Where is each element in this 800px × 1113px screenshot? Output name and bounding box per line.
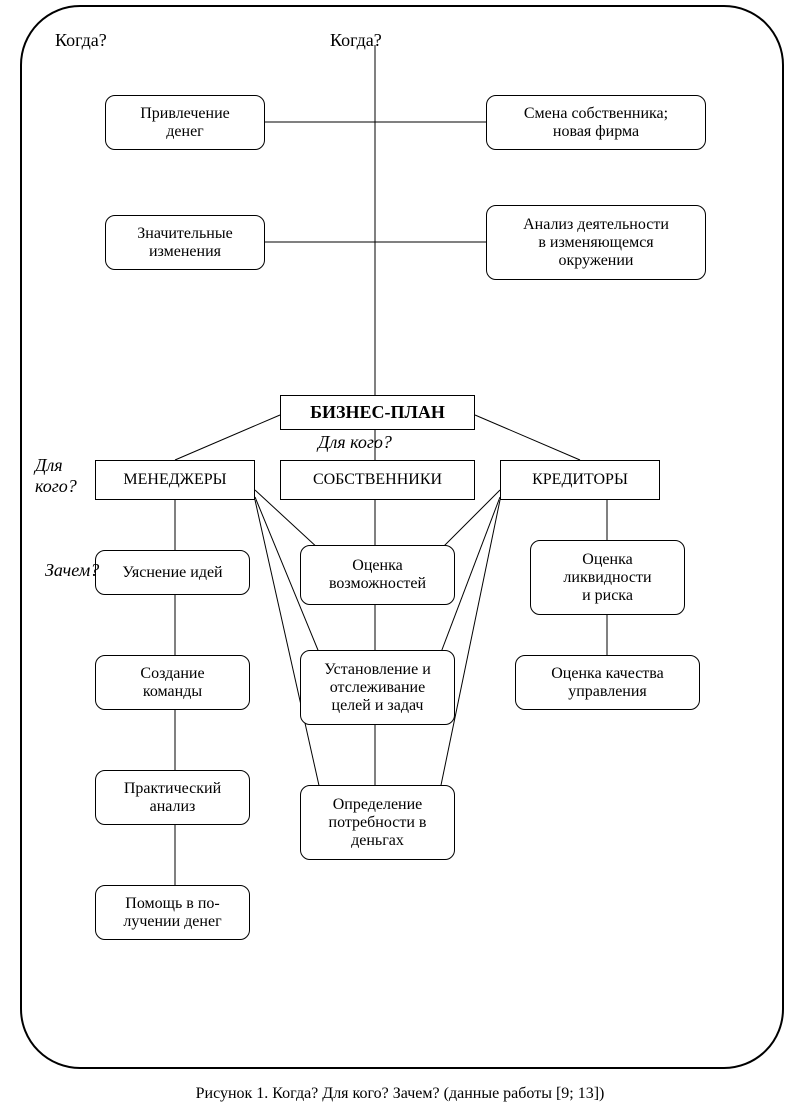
node-n_owner: Смена собственника;новая фирма xyxy=(486,95,706,150)
node-n_attract: Привлечениеденег xyxy=(105,95,265,150)
node-n_help: Помощь в по-лучении денег xyxy=(95,885,250,940)
node-n_goals: Установление иотслеживаниецелей и задач xyxy=(300,650,455,725)
label-forwhom_center: Для кого? xyxy=(318,432,392,453)
node-n_team: Созданиекоманды xyxy=(95,655,250,710)
label-when2: Когда? xyxy=(330,30,382,51)
node-n_creditors: КРЕДИТОРЫ xyxy=(500,460,660,500)
label-why: Зачем? xyxy=(45,560,99,581)
node-n_managers: МЕНЕДЖЕРЫ xyxy=(95,460,255,500)
node-n_liquidity: Оценкаликвидностии риска xyxy=(530,540,685,615)
node-n_bizplan: БИЗНЕС-ПЛАН xyxy=(280,395,475,430)
node-n_money_need: Определениепотребности вденьгах xyxy=(300,785,455,860)
label-when1: Когда? xyxy=(55,30,107,51)
figure-caption: Рисунок 1. Когда? Для кого? Зачем? (данн… xyxy=(0,1085,800,1103)
node-n_opp: Оценкавозможностей xyxy=(300,545,455,605)
node-n_practical: Практическийанализ xyxy=(95,770,250,825)
node-n_ideas: Уяснение идей xyxy=(95,550,250,595)
node-n_changes: Значительныеизменения xyxy=(105,215,265,270)
node-n_analysis_env: Анализ деятельностив изменяющемсяокружен… xyxy=(486,205,706,280)
label-forwhom_left: Длякого? xyxy=(35,455,77,497)
node-n_mgmt_quality: Оценка качествауправления xyxy=(515,655,700,710)
node-n_owners: СОБСТВЕННИКИ xyxy=(280,460,475,500)
